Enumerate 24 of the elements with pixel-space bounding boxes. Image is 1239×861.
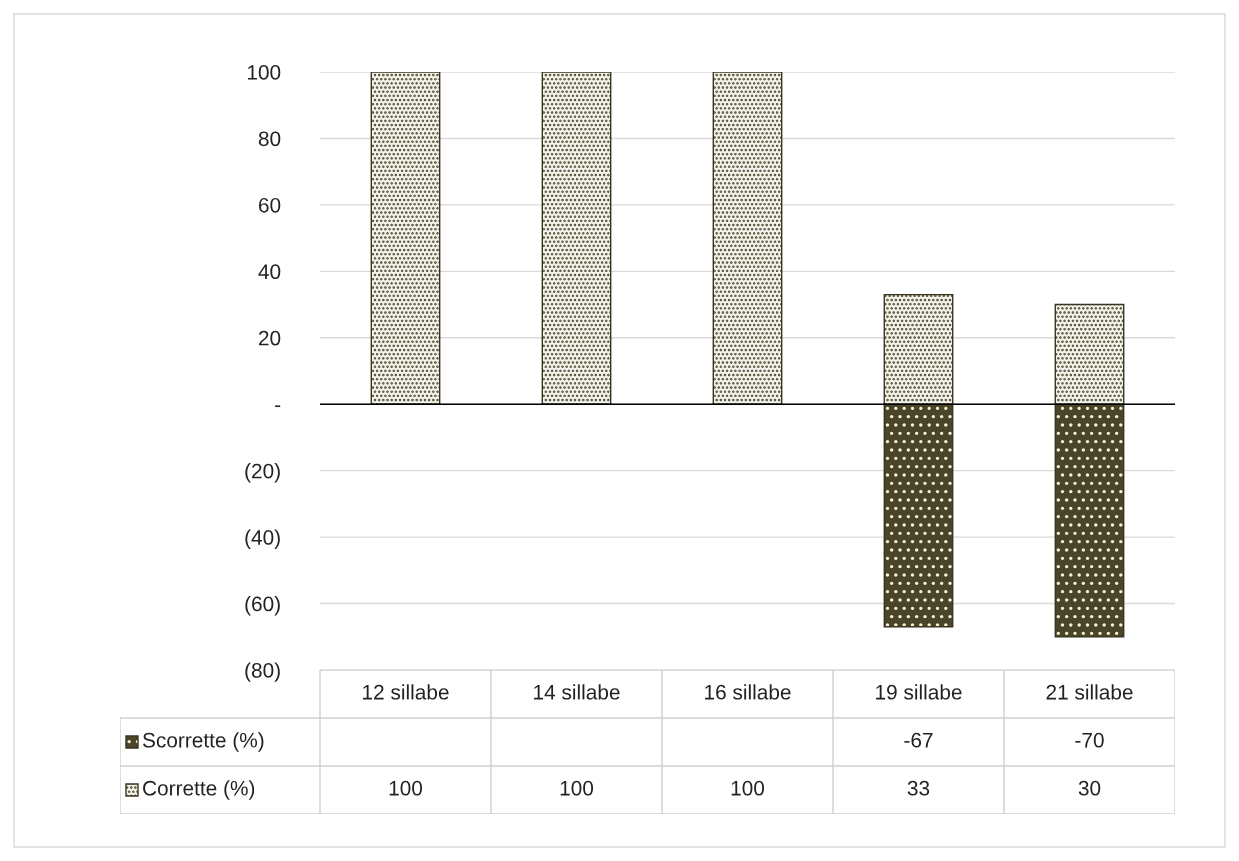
y-tick-label: (80) [245,662,280,682]
data-label: 100 [731,780,765,796]
legend-label: Scorrette (%) [142,732,264,752]
legend-label: Corrette (%) [143,780,255,800]
data-label: 100 [389,780,423,796]
data-label: -67 [904,732,933,748]
x-tick-label: 14 sillabe [534,684,620,700]
data-label: 100 [560,780,594,796]
y-tick-label: 20 [258,330,281,346]
x-tick-label: 19 sillabe [876,684,962,700]
y-tick-label: 100 [247,65,281,80]
x-tick-label: 12 sillabe [363,684,449,700]
data-label: -70 [1075,732,1104,748]
y-tick-label: 60 [259,197,281,213]
y-tick-label: 40 [258,264,281,280]
x-tick-label: 16 sillabe [705,684,791,700]
x-tick-label: 21 sillabe [1046,684,1133,700]
y-tick-label: 80 [258,131,281,147]
data-label: 30 [1078,780,1101,796]
data-label: 33 [907,780,930,796]
y-tick-label: (40) [245,529,280,549]
y-tick-label: (60) [245,596,280,616]
y-tick-label: (20) [245,463,280,483]
y-tick-label: - [275,405,281,408]
